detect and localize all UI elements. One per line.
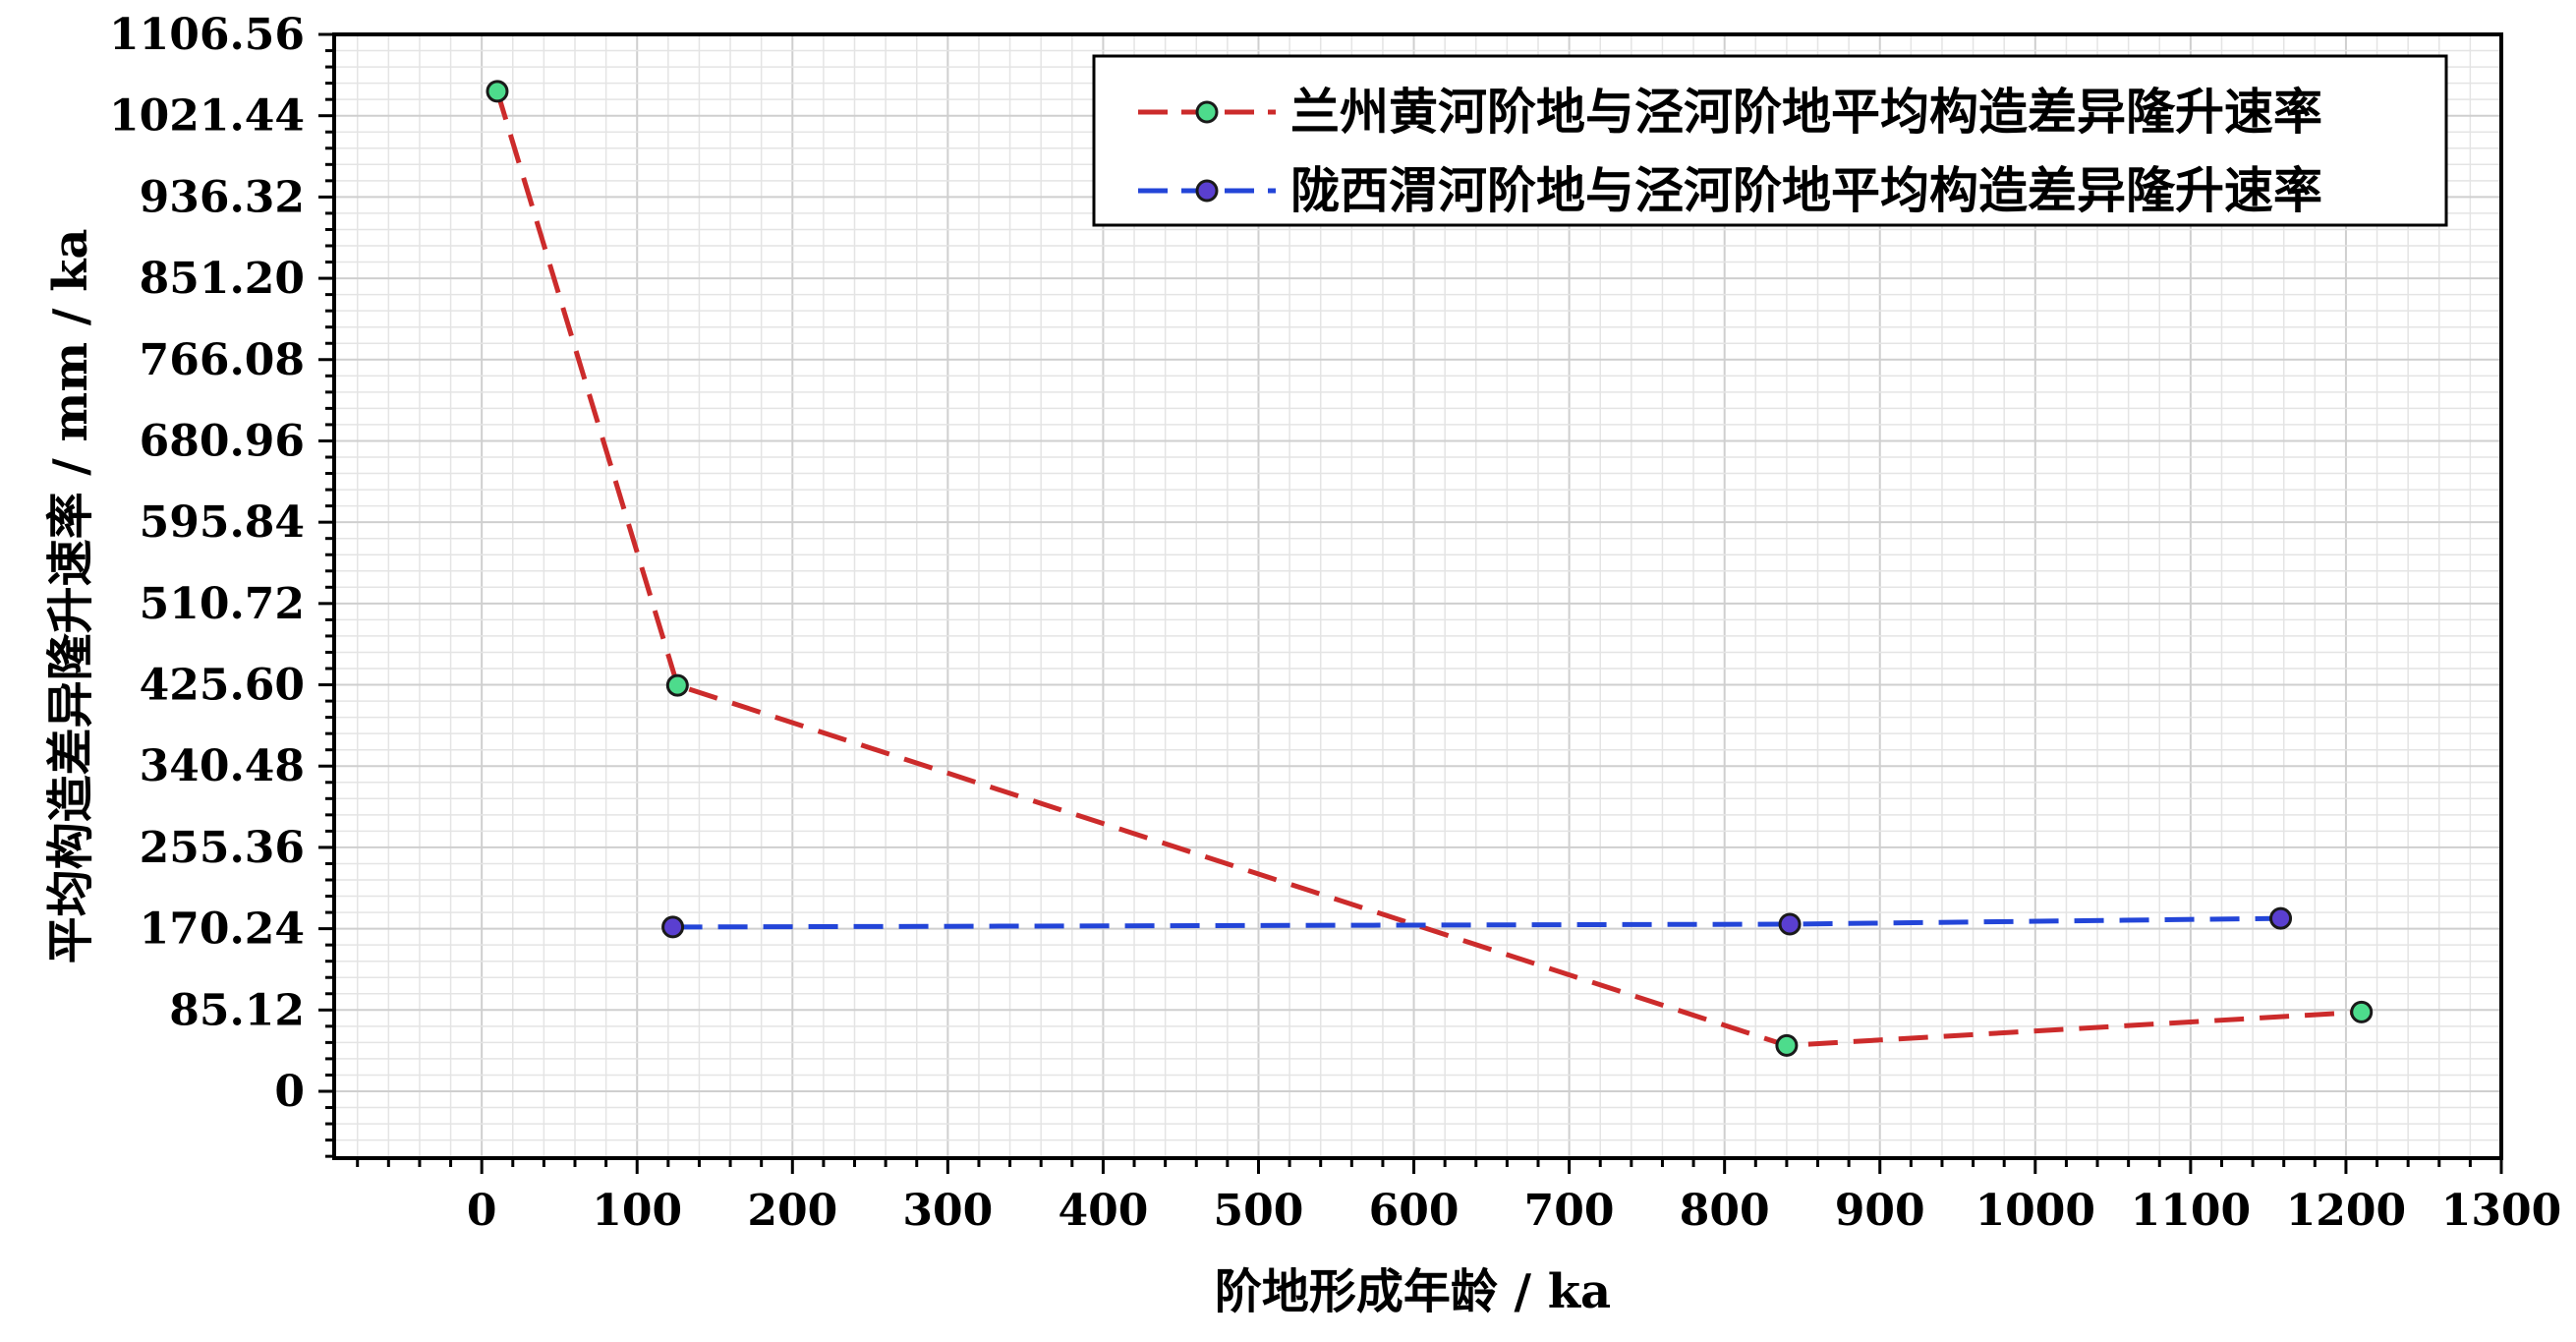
series-2-point: [1778, 912, 1802, 936]
legend-label-2: 陇西渭河阶地与泾河阶地平均构造差异隆升速率: [1290, 161, 2322, 219]
series-2-point: [2269, 906, 2293, 930]
x-tick-label: 500: [1214, 1186, 1304, 1236]
y-tick-label: 1021.44: [109, 91, 305, 142]
y-tick-label: 0: [274, 1067, 305, 1117]
series-1-point: [665, 673, 689, 697]
legend-marker-2: [1195, 179, 1219, 203]
x-tick-label: 200: [747, 1186, 837, 1236]
x-tick-label: 700: [1524, 1186, 1615, 1236]
x-tick-label: 800: [1680, 1186, 1770, 1236]
y-tick-label: 936.32: [140, 172, 305, 222]
y-tick-label: 340.48: [140, 741, 305, 791]
series-1-point: [2350, 1000, 2374, 1023]
axes: 0 100 200 300 400 500 600 700 800 900 1000 1100 1200…: [43, 10, 2561, 1319]
y-tick-label: 425.60: [140, 661, 305, 711]
x-tick-label: 1300: [2441, 1186, 2561, 1236]
legend: 兰州黄河阶地与泾河阶地平均构造差异隆升速率陇西渭河阶地与泾河阶地平均构造差异隆升…: [1092, 54, 2448, 227]
y-tick-label: 851.20: [140, 254, 305, 304]
y-tick-label: 766.08: [140, 335, 305, 385]
plot-frame: [332, 32, 2503, 1160]
series-1-point: [486, 80, 509, 103]
x-tick-label: 1200: [2286, 1186, 2406, 1236]
x-tick-label: 900: [1835, 1186, 1925, 1236]
y-tick-label: 1106.56: [109, 10, 305, 60]
legend-label-1: 兰州黄河阶地与泾河阶地平均构造差异隆升速率: [1290, 83, 2322, 141]
legend-marker-1: [1195, 100, 1219, 124]
y-tick-label: 510.72: [140, 579, 305, 629]
x-tick-label: 300: [902, 1186, 993, 1236]
x-tick-label: 1000: [1975, 1186, 2095, 1236]
x-tick-label: 100: [592, 1186, 682, 1236]
series-line-1: [494, 90, 2362, 1048]
legend-box: [1092, 54, 2448, 227]
x-tick-label: 400: [1058, 1186, 1148, 1236]
series: [486, 80, 2374, 1057]
x-tick-label: 600: [1369, 1186, 1460, 1236]
y-tick-label: 595.84: [140, 497, 305, 548]
y-tick-label: 85.12: [169, 985, 305, 1035]
x-tick-label: 1100: [2131, 1186, 2251, 1236]
y-tick-label: 170.24: [140, 904, 305, 955]
y-axis-title: 平均构造差异隆升速率 / mm / ka: [43, 229, 98, 964]
series-2-point: [661, 915, 685, 939]
x-tick-label: 0: [467, 1186, 497, 1236]
series-1-point: [1775, 1033, 1799, 1057]
x-axis-title: 阶地形成年龄 / ka: [1215, 1264, 1611, 1319]
y-tick-label: 680.96: [140, 416, 305, 466]
series-line-2: [672, 915, 2281, 930]
y-tick-label: 255.36: [140, 823, 305, 873]
